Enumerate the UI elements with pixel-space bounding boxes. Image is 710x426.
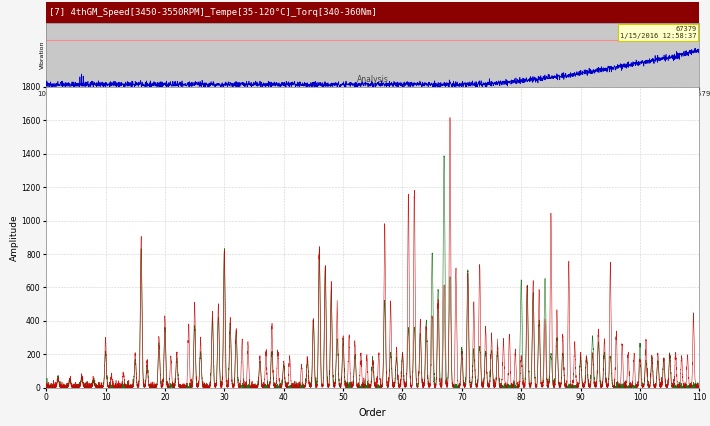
Text: [7] 4thGM_Speed[3450-3550RPM]_Tempe[35-120°C]_Torq[340-360Nm]: [7] 4thGM_Speed[3450-3550RPM]_Tempe[35-1… <box>49 8 376 17</box>
Y-axis label: Vibration: Vibration <box>40 41 45 69</box>
Text: 67379
1/15/2016 12:58:37: 67379 1/15/2016 12:58:37 <box>620 26 697 39</box>
Text: Analysis: Analysis <box>357 75 388 84</box>
Y-axis label: Amplitude: Amplitude <box>9 214 18 261</box>
X-axis label: Order: Order <box>359 408 386 418</box>
